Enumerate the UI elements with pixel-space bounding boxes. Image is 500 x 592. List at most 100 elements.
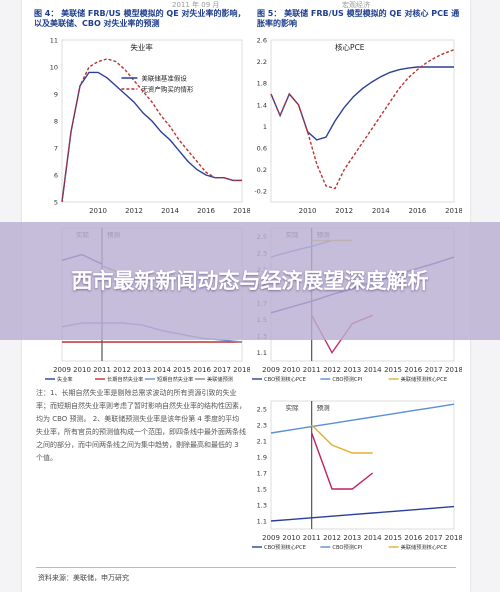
- core-pce-qe-chart: 2010 2012 2014 2016 2018 -0.2 0.2 0.6 1 1.4 1.8 2.2…: [254, 37, 462, 216]
- y-tick-label: 2.1: [257, 438, 267, 446]
- x-tick-label: 2012: [113, 366, 131, 374]
- x-tick-label: 2011: [303, 366, 321, 374]
- unemployment-qe-chart: 2010 2012 2014 2016 2018 5 6 7 8 9 10 11 失业率美联储基准假设无…: [50, 37, 250, 216]
- x-tick-label: 2014: [364, 534, 382, 542]
- x-tick-label: 2010: [299, 207, 317, 215]
- legend-label: 美联储基准假设: [141, 74, 187, 83]
- y-tick-label: 0.6: [257, 145, 267, 153]
- x-tick-label: 2011: [93, 366, 111, 374]
- y-tick-label: 10: [50, 64, 58, 72]
- x-tick-label: 2012: [323, 534, 341, 542]
- figure-5-title: 图 5： 美联储 FRB/US 模型模拟的 QE 对核心 PCE 通胀率的影响: [257, 9, 460, 28]
- legend-label: 失业率: [57, 375, 73, 383]
- y-tick-label: 1.3: [257, 502, 267, 510]
- y-tick-label: 1: [263, 123, 267, 131]
- y-tick-label: 1.1: [257, 349, 267, 357]
- series-line: [311, 432, 374, 490]
- x-tick-label: 2017: [425, 366, 443, 374]
- y-tick-label: 1.7: [257, 470, 267, 478]
- legend-label: 无资产购买的情形: [141, 85, 194, 94]
- x-tick-label: 2009: [262, 366, 280, 374]
- series-line: [270, 403, 455, 434]
- y-tick-label: 11: [50, 37, 58, 45]
- series-line: [61, 71, 242, 203]
- y-tick-label: 2.5: [257, 406, 267, 414]
- chart-title: 失业率: [130, 42, 153, 52]
- figure-notes: 注：1、长期自然失业率是剔除总需求波动的所有资源引致的失业率；而短期自然失业率则…: [36, 389, 246, 462]
- series-line: [270, 66, 454, 141]
- legend-label: CBO预测CPI: [332, 543, 362, 551]
- y-tick-label: 1.9: [257, 454, 267, 462]
- x-tick-label: 2009: [262, 534, 280, 542]
- x-tick-label: 2010: [89, 207, 107, 215]
- actual-label: 实际: [286, 403, 300, 412]
- x-tick-label: 2012: [323, 366, 341, 374]
- x-tick-label: 2010: [282, 534, 300, 542]
- x-tick-label: 2016: [404, 366, 422, 374]
- cpi-forecast-chart: 2009 2010 2011 2012 2013 2014 2015 2016 2017 2018…: [252, 400, 462, 551]
- y-tick-label: 6: [54, 172, 58, 180]
- y-tick-label: 7: [54, 145, 58, 153]
- x-tick-label: 2017: [213, 366, 231, 374]
- y-tick-label: 2.6: [257, 37, 267, 45]
- plot-frame: [270, 39, 455, 203]
- x-tick-label: 2018: [445, 534, 462, 542]
- legend-label: CBO预测核心PCE: [264, 543, 306, 551]
- x-tick-label: 2018: [233, 207, 250, 215]
- x-tick-label: 2016: [197, 207, 215, 215]
- headline-text: 西市最新新闻动态与经济展望深度解析: [71, 269, 429, 293]
- x-tick-label: 2013: [343, 366, 361, 374]
- legend-label: CBO预测核心PCE: [264, 375, 306, 383]
- y-tick-label: 2.3: [257, 422, 267, 430]
- y-tick-label: 1.5: [257, 486, 267, 494]
- series-line: [61, 58, 242, 203]
- headline-banner: 西市最新新闻动态与经济展望深度解析: [0, 222, 500, 340]
- x-tick-label: 2014: [372, 207, 390, 215]
- x-tick-label: 2014: [364, 366, 382, 374]
- x-tick-label: 2018: [445, 366, 462, 374]
- forecast-label: 预测: [317, 403, 331, 412]
- x-tick-label: 2011: [303, 534, 321, 542]
- y-tick-label: 1.1: [257, 518, 267, 526]
- x-tick-label: 2014: [161, 207, 179, 215]
- x-tick-label: 2018: [233, 366, 250, 374]
- x-tick-label: 2015: [173, 366, 191, 374]
- legend-label: 美联储预测核心PCE: [401, 375, 447, 383]
- series-line: [311, 424, 373, 454]
- x-tick-label: 2015: [384, 534, 402, 542]
- x-tick-label: 2016: [404, 534, 422, 542]
- x-tick-label: 2018: [445, 207, 462, 215]
- x-tick-label: 2012: [335, 207, 353, 215]
- x-tick-label: 2016: [193, 366, 211, 374]
- series-line: [270, 49, 455, 190]
- figure-4-title: 图 4： 美联储 FRB/US 模型模拟的 QE 对失业率的影响，以及美联储、C…: [34, 9, 246, 28]
- legend-label: 短期自然失业率: [157, 375, 193, 383]
- legend-label: 美联储预测: [207, 375, 233, 383]
- footer-divider: [36, 567, 456, 568]
- page-header-section: 宏观经济: [342, 1, 370, 9]
- x-tick-label: 2015: [384, 366, 402, 374]
- legend-label: 美联储预测核心PCE: [401, 543, 447, 551]
- x-tick-label: 2013: [133, 366, 151, 374]
- plot-frame: [61, 39, 243, 203]
- x-tick-label: 2016: [408, 207, 426, 215]
- x-tick-label: 2017: [425, 534, 443, 542]
- x-tick-label: 2013: [343, 534, 361, 542]
- page-header-date: 2011 年 09 月: [172, 1, 220, 9]
- x-tick-label: 2009: [53, 366, 71, 374]
- x-tick-label: 2012: [125, 207, 143, 215]
- x-tick-label: 2010: [282, 366, 300, 374]
- legend-label: CBO预测CPI: [332, 375, 362, 383]
- y-tick-label: 8: [54, 118, 58, 126]
- plot-frame: [270, 400, 455, 530]
- legend-label: 长期自然失业率: [107, 375, 143, 383]
- chart-title: 核心PCE: [335, 42, 365, 52]
- x-tick-label: 2010: [73, 366, 91, 374]
- series-line: [270, 505, 455, 522]
- y-tick-label: 1.8: [257, 80, 267, 88]
- y-tick-label: -0.2: [254, 188, 267, 196]
- y-tick-label: 5: [54, 199, 58, 207]
- y-tick-label: 2.2: [257, 58, 267, 66]
- source-note: 资料来源：美联储，申万研究: [38, 574, 129, 582]
- y-tick-label: 0.2: [257, 166, 267, 174]
